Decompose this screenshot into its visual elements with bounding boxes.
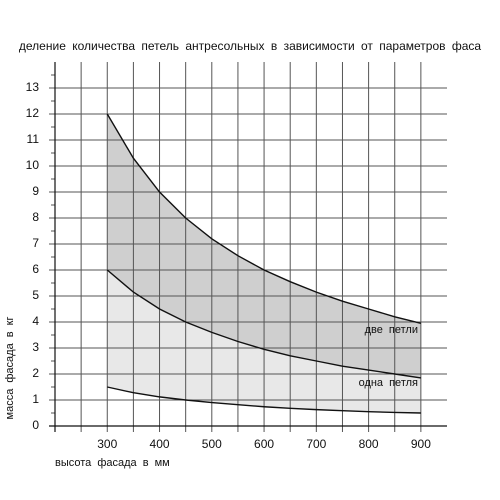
chart-title: деление количества петель антресольных в… (19, 39, 481, 53)
y-tick-label: 10 (26, 158, 40, 172)
y-tick-label: 3 (32, 340, 39, 354)
x-tick-label: 700 (306, 437, 326, 451)
y-tick-label: 5 (32, 288, 39, 302)
y-tick-label: 13 (26, 80, 40, 94)
curve (106, 113, 422, 324)
y-tick-label: 4 (32, 314, 39, 328)
y-tick-label: 11 (27, 132, 40, 146)
y-tick-label: 1 (32, 392, 39, 406)
y-tick-label: 0 (32, 418, 39, 432)
y-axis-label: масса фасада в кг (4, 317, 16, 420)
x-tick-label: 800 (359, 437, 379, 451)
y-tick-label: 2 (32, 366, 39, 380)
annotation: одна петля (359, 377, 418, 389)
annotation: две петли (365, 324, 418, 336)
x-tick-label: 500 (202, 437, 222, 451)
y-tick-label: 8 (32, 210, 39, 224)
curve (106, 269, 421, 379)
y-tick-label: 7 (32, 236, 39, 250)
y-tick-label: 9 (32, 184, 39, 198)
y-tick-label: 6 (32, 262, 39, 276)
x-tick-label: 600 (254, 437, 274, 451)
x-tick-label: 900 (411, 437, 431, 451)
x-tick-label: 300 (97, 437, 117, 451)
curve (107, 386, 421, 414)
y-tick-label: 12 (26, 106, 40, 120)
x-tick-label: 400 (150, 437, 170, 451)
x-axis-label: высота фасада в мм (55, 457, 170, 469)
